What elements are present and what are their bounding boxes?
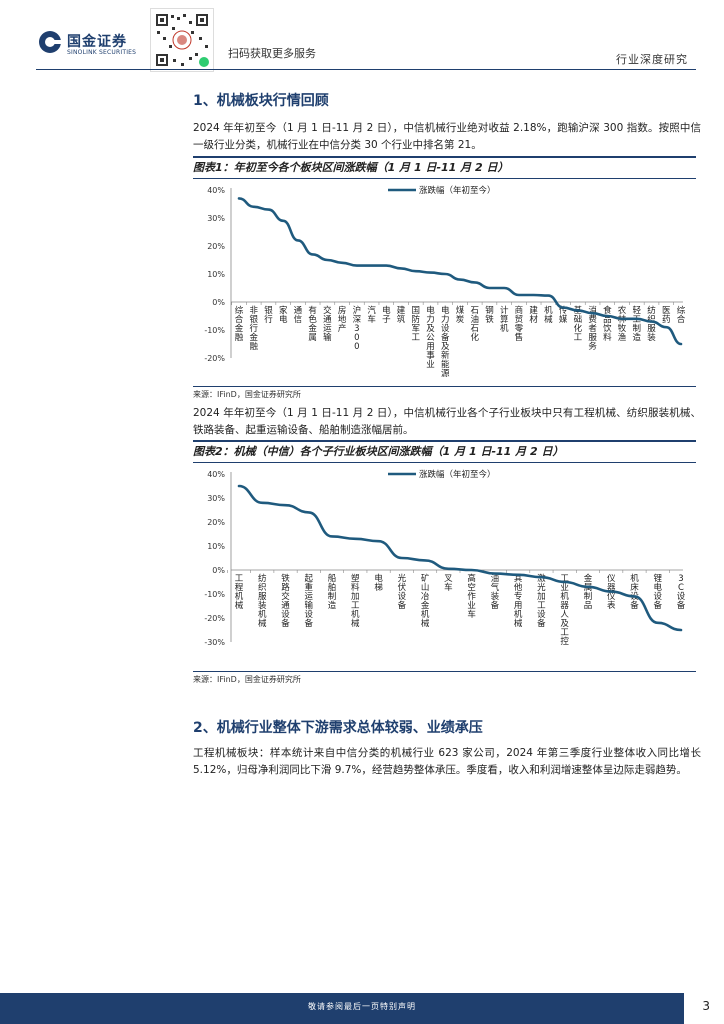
x-category-label: 银行 bbox=[264, 305, 273, 325]
figure-1-title-rule-bottom bbox=[193, 178, 696, 179]
footer-bar bbox=[0, 993, 724, 1024]
x-category-label: 船舶制造 bbox=[328, 573, 337, 611]
figure-2-title: 图表2：机械（中信）各个子行业板块区间涨跌幅（1 月 1 日-11 月 2 日） bbox=[193, 445, 564, 458]
x-category-label: 电力设备及新能源 bbox=[441, 305, 450, 379]
x-category-label: 国防军工 bbox=[412, 306, 421, 343]
section-1-heading: 1、机械板块行情回顾 bbox=[193, 93, 329, 109]
x-category-label: 高空作业车 bbox=[467, 573, 476, 620]
x-category-label: 农林牧渔 bbox=[618, 305, 627, 343]
report-type-label: 行业深度研究 bbox=[616, 53, 688, 66]
y-tick-label: 0% bbox=[212, 298, 225, 307]
figure-1-title-rule-top bbox=[193, 156, 696, 158]
y-tick-label: 0% bbox=[212, 566, 225, 575]
series-line bbox=[237, 484, 683, 632]
x-category-label: 钢铁 bbox=[485, 305, 494, 325]
x-category-label: 塑料加工机械 bbox=[351, 574, 360, 629]
x-category-label: 叉车 bbox=[444, 574, 453, 593]
header-divider bbox=[36, 69, 696, 70]
qr-code-icon[interactable] bbox=[150, 8, 214, 72]
figure-2-source: 来源：IFinD，国金证券研究所 bbox=[193, 675, 301, 684]
x-category-label: 计算机 bbox=[500, 305, 509, 334]
section-1-paragraph-2: 2024 年年初至今（1 月 1 日-11 月 2 日），中信机械行业各个子行业… bbox=[193, 407, 701, 436]
x-category-label: 电子 bbox=[382, 305, 391, 325]
x-category-label: 有色金属 bbox=[308, 305, 317, 343]
y-tick-label: 10% bbox=[207, 542, 225, 551]
figure-1-source-rule bbox=[193, 386, 696, 387]
y-tick-label: -10% bbox=[204, 326, 225, 335]
x-category-label: 其他专用机械 bbox=[514, 574, 523, 629]
x-category-label: 商贸零售 bbox=[515, 305, 524, 343]
y-tick-label: 20% bbox=[207, 242, 225, 251]
x-category-label: 房地产 bbox=[338, 305, 347, 334]
page-header: 国金证券 SINOLINK SECURITIES 扫码获取更多服务 行业深度研究 bbox=[0, 0, 724, 72]
x-category-label: 铁路交通设备 bbox=[281, 573, 290, 629]
x-category-label: 交通运输 bbox=[323, 305, 332, 343]
sinolink-logo-icon bbox=[39, 31, 61, 53]
x-category-label: 纺织服装 bbox=[647, 305, 656, 343]
x-category-label: 起重运输设备 bbox=[305, 574, 314, 629]
x-category-label: 电力及公用事业 bbox=[426, 305, 435, 370]
figure-1-title: 图表1：年初至今各个板块区间涨跌幅（1 月 1 日-11 月 2 日） bbox=[193, 161, 509, 174]
y-tick-label: 20% bbox=[207, 518, 225, 527]
x-category-label: 油气装备 bbox=[491, 573, 500, 611]
figure-1-chart: 40% 30% 20% 10% 0% -10% -20% 综合金融非银行金融银行家电通信有色金… bbox=[204, 185, 686, 379]
logo-name-en: SINOLINK SECURITIES bbox=[67, 49, 137, 56]
x-category-label: 纺织服装机械 bbox=[258, 573, 267, 629]
y-tick-label: 30% bbox=[207, 494, 225, 503]
section-1-paragraph-1: 2024 年年初至今（1 月 1 日-11 月 2 日），中信机械行业绝对收益 … bbox=[193, 122, 701, 151]
y-tick-label: 30% bbox=[207, 214, 225, 223]
figure-1-source: 来源：IFinD，国金证券研究所 bbox=[193, 390, 301, 399]
x-category-label: 金属制品 bbox=[584, 573, 593, 611]
x-category-label: 轻工制造 bbox=[633, 305, 642, 343]
x-category-label: 石油石化 bbox=[470, 306, 479, 343]
x-category-label: 建材 bbox=[529, 305, 538, 325]
x-category-label: 非银行金融 bbox=[249, 305, 258, 352]
y-tick-label: -10% bbox=[204, 590, 225, 599]
footer-disclaimer[interactable]: 敬请参阅最后一页特别声明 bbox=[308, 1002, 416, 1011]
x-category-label: 锂电设备 bbox=[653, 573, 662, 611]
logo-name-cn: 国金证券 bbox=[67, 34, 127, 50]
x-category-label: 综合 bbox=[677, 305, 686, 325]
x-category-label: 医药 bbox=[662, 306, 671, 325]
figure-2-title-rule-top bbox=[193, 440, 696, 442]
qr-caption: 扫码获取更多服务 bbox=[228, 47, 316, 60]
x-category-label: 沪深 3 0 0 bbox=[353, 305, 362, 352]
x-category-label: 煤炭 bbox=[456, 305, 465, 325]
y-tick-label: -20% bbox=[204, 614, 225, 623]
x-category-label: 消费者服务 bbox=[588, 305, 597, 352]
x-category-label: 矿山冶金机械 bbox=[421, 573, 430, 629]
x-category-label: 机床设备 bbox=[630, 573, 639, 611]
x-category-label: 食品饮料 bbox=[603, 305, 612, 343]
x-category-label: 家电 bbox=[279, 305, 288, 325]
x-category-label: 通信 bbox=[294, 305, 303, 325]
section-2-paragraph-1: 工程机械板块：样本统计来自中信分类的机械行业 623 家公司，2024 年第三季… bbox=[193, 747, 701, 776]
x-category-label: 光伏设备 bbox=[398, 573, 407, 611]
legend-label: 涨跌幅（年初至今） bbox=[419, 469, 496, 480]
x-category-label: 建筑 bbox=[397, 305, 406, 325]
x-category-label: 仪器仪表 bbox=[607, 574, 616, 611]
y-tick-label: -30% bbox=[204, 638, 225, 647]
x-category-label: 电梯 bbox=[374, 573, 383, 593]
x-category-label: 3 C 设备 bbox=[677, 574, 686, 611]
x-category-label: 机械 bbox=[544, 305, 553, 325]
legend-label: 涨跌幅（年初至今） bbox=[419, 185, 496, 196]
y-tick-label: 40% bbox=[207, 186, 225, 195]
y-tick-label: 40% bbox=[207, 470, 225, 479]
x-category-label: 传媒 bbox=[559, 305, 568, 325]
page-number: 3 bbox=[702, 999, 710, 1013]
x-category-label: 工程机械 bbox=[235, 574, 244, 611]
section-2-heading: 2、机械行业整体下游需求总体较弱、业绩承压 bbox=[193, 720, 483, 736]
y-tick-label: -20% bbox=[204, 354, 225, 363]
figure-2-chart: 40% 30% 20% 10% 0% -10% -20% -30% 工程机械 纺织服装机械 铁路交通… bbox=[204, 469, 686, 647]
page-number-box bbox=[684, 993, 724, 1024]
y-tick-label: 10% bbox=[207, 270, 225, 279]
figure-2-title-rule-bottom bbox=[193, 462, 696, 463]
x-category-label: 汽车 bbox=[367, 305, 376, 325]
x-category-label: 工业机器人及工控 bbox=[560, 574, 569, 647]
x-category-label: 激光加工设备 bbox=[537, 573, 546, 629]
figure-2-source-rule bbox=[193, 671, 696, 672]
x-category-label: 综合金融 bbox=[235, 305, 244, 343]
